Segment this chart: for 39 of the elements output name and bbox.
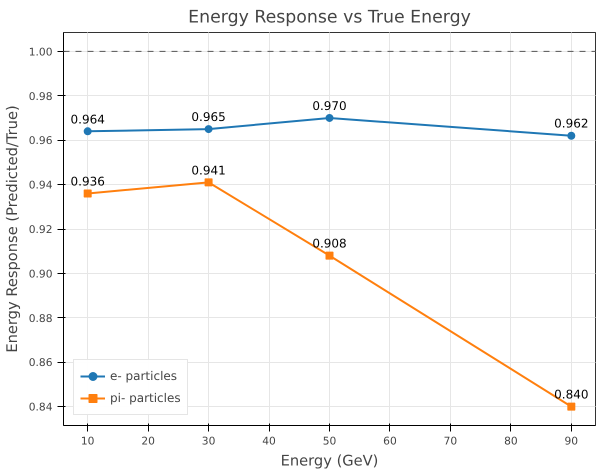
x-tick-label: 70: [444, 434, 458, 448]
x-tick-label: 60: [383, 434, 397, 448]
point: [567, 132, 576, 140]
y-tick-label: 0.88: [28, 312, 53, 325]
point: [204, 125, 213, 134]
x-axis-title: Energy (GeV): [280, 452, 378, 470]
y-tick-label: 0.96: [28, 134, 53, 148]
data-label: 0.964: [70, 112, 105, 126]
data-label: 0.840: [554, 388, 588, 402]
y-tick-label: 1.00: [28, 45, 53, 58]
x-tick-label: 80: [504, 434, 518, 448]
data-label: 0.965: [191, 110, 226, 124]
point: [84, 189, 92, 198]
x-tick-label: 40: [262, 434, 276, 448]
legend-label: e- particles: [110, 369, 178, 383]
point: [204, 178, 213, 186]
y-tick-label: 0.98: [28, 90, 53, 103]
point: [326, 114, 334, 122]
point: [326, 252, 334, 260]
chart-title: Energy Response vs True Energy: [188, 8, 471, 28]
data-label: 0.936: [70, 174, 105, 188]
point: [567, 402, 576, 411]
x-tick-label: 90: [564, 434, 578, 448]
x-tick-label: 20: [141, 434, 156, 448]
legend-label: pi- particles: [110, 391, 181, 405]
data-label: 0.970: [312, 98, 347, 113]
data-label: 0.941: [191, 163, 226, 178]
data-label: 0.908: [312, 236, 347, 251]
x-tick-label: 30: [202, 434, 216, 448]
y-tick-label: 0.84: [28, 400, 53, 414]
y-tick-label: 0.86: [28, 356, 53, 370]
y-tick-label: 0.90: [28, 267, 53, 280]
data-label: 0.962: [554, 116, 588, 131]
y-axis-title: Energy Response (Predicted/True): [4, 105, 21, 353]
x-tick-label: 50: [322, 434, 336, 448]
x-tick-label: 10: [80, 434, 95, 448]
y-tick-label: 0.94: [28, 178, 53, 192]
y-tick-label: 0.92: [28, 223, 53, 236]
point: [84, 127, 92, 136]
